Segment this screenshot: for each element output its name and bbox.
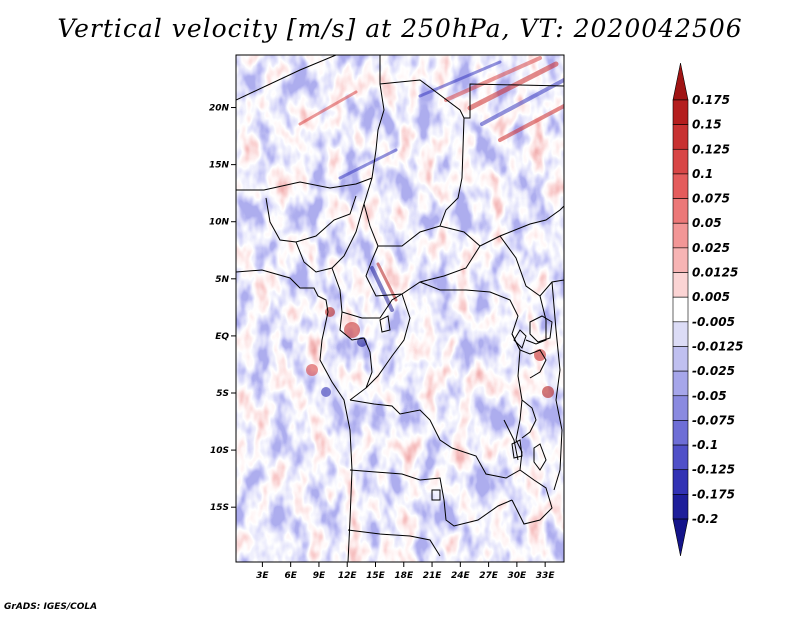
- lat-tick-label: 5N: [215, 275, 229, 285]
- colorbar-swatch: [672, 148, 689, 175]
- colorbar-level-label: -0.125: [692, 463, 735, 477]
- colorbar-level-label: 0.125: [692, 142, 730, 156]
- lon-tick-label: 33E: [536, 571, 556, 581]
- lat-tick-label: 10S: [210, 446, 229, 456]
- colorbar-swatch: [672, 395, 689, 421]
- lon-tick-label: 27E: [479, 571, 499, 581]
- lat-tick-label: 20N: [209, 104, 230, 114]
- colorbar-swatch: [672, 62, 689, 101]
- colorbar-swatch: [672, 321, 689, 347]
- lon-tick-label: 6E: [284, 571, 297, 581]
- lon-tick-label: 24E: [451, 571, 471, 581]
- colorbar-level-label: -0.175: [692, 487, 735, 501]
- map-frame: [235, 54, 565, 563]
- colorbar-level-label: 0.025: [692, 241, 730, 255]
- colorbar-level-label: -0.2: [692, 512, 718, 526]
- colorbar-swatch: [672, 494, 689, 520]
- lat-tick-label: 5S: [216, 389, 229, 399]
- colorbar-swatch: [672, 272, 689, 298]
- map-title: Vertical velocity [m/s] at 250hPa, VT: 2…: [57, 14, 743, 43]
- vertical-velocity-field: [236, 55, 564, 562]
- lon-tick-label: 30E: [508, 571, 528, 581]
- colorbar-level-label: 0.15: [692, 118, 722, 132]
- colorbar-level-label: 0.005: [692, 290, 730, 304]
- country-borders: [236, 55, 564, 562]
- colorbar-level-label: 0.05: [692, 216, 722, 230]
- colorbar-swatch: [672, 222, 689, 249]
- lon-tick-label: 9E: [313, 571, 326, 581]
- lon-tick-label: 18E: [394, 571, 414, 581]
- colorbar-swatch: [672, 173, 689, 199]
- colorbar-swatch: [672, 370, 689, 397]
- longitude-axis: 3E 6E 9E 12E 15E 18E 21E 24E 27E 30E 33E: [256, 562, 555, 581]
- colorbar-swatch: [672, 124, 689, 150]
- latitude-axis: 20N 15N 10N 5N EQ 5S 10S 15S: [209, 104, 236, 513]
- colorbar-level-label: 0.0125: [692, 266, 738, 280]
- colorbar: 0.175 0.15 0.125 0.1 0.075 0.05 0.025 0.0125 0.0…: [672, 62, 743, 557]
- colorbar-swatch: [672, 346, 689, 372]
- colorbar-level-label: 0.1: [692, 167, 713, 181]
- lat-tick-label: EQ: [215, 332, 229, 342]
- colorbar-level-label: -0.005: [692, 315, 735, 329]
- colorbar-level-label: -0.05: [692, 389, 727, 403]
- lon-tick-label: 15E: [366, 571, 386, 581]
- colorbar-level-label: -0.025: [692, 364, 735, 378]
- lon-tick-label: 12E: [338, 571, 358, 581]
- colorbar-swatch: [672, 296, 689, 323]
- colorbar-swatch: [672, 444, 689, 471]
- colorbar-swatch: [672, 198, 689, 224]
- colorbar-swatch: [672, 247, 689, 273]
- colorbar-swatch: [672, 99, 689, 125]
- lon-tick-label: 21E: [423, 571, 443, 581]
- lon-tick-label: 3E: [256, 571, 269, 581]
- colorbar-level-label: -0.1: [692, 438, 718, 452]
- colorbar-level-label: 0.075: [692, 192, 730, 206]
- credit-label: GrADS: IGES/COLA: [4, 602, 98, 612]
- colorbar-level-label: -0.075: [692, 413, 735, 427]
- colorbar-level-label: 0.175: [692, 93, 730, 107]
- lat-tick-label: 15N: [209, 161, 230, 171]
- colorbar-swatch: [672, 518, 689, 557]
- lat-tick-label: 15S: [210, 503, 229, 513]
- lat-tick-label: 10N: [209, 218, 230, 228]
- colorbar-swatch: [672, 469, 689, 495]
- colorbar-level-label: -0.0125: [692, 339, 743, 353]
- colorbar-swatch: [672, 420, 689, 446]
